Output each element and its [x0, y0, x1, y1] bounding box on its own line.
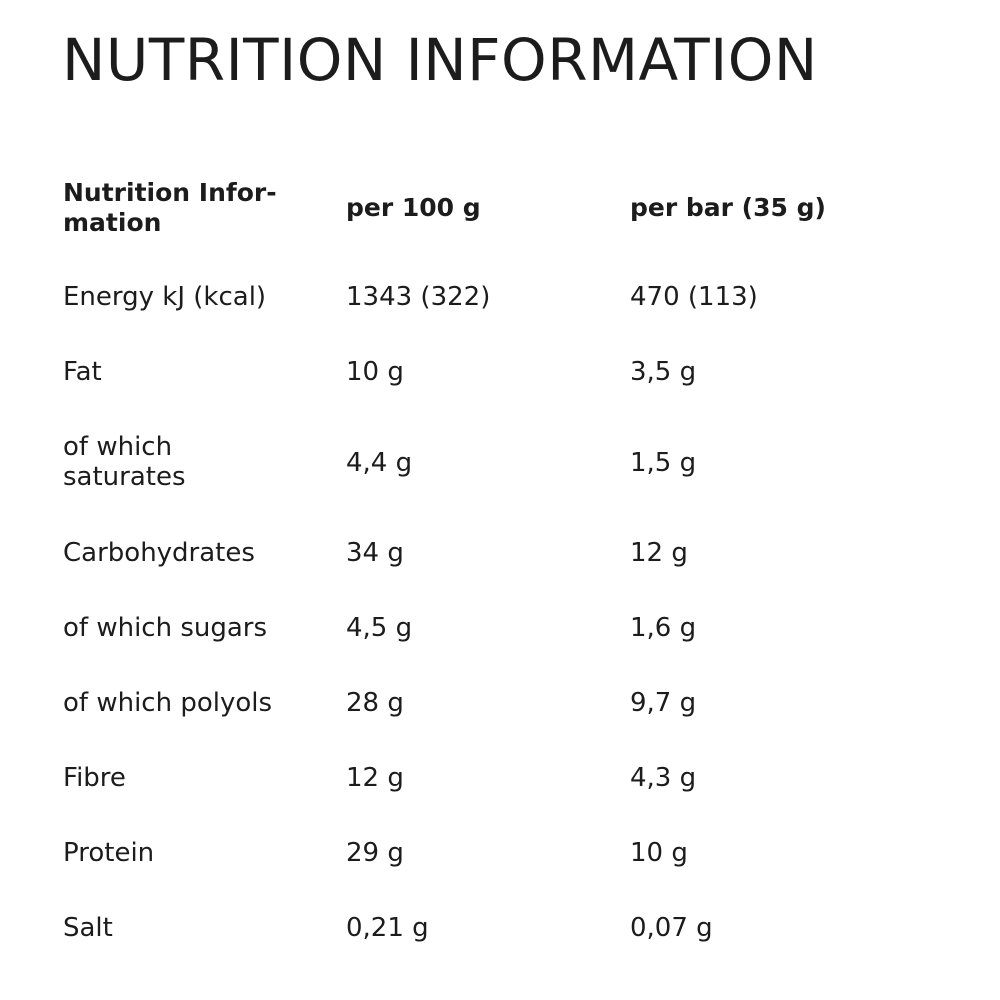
row-value-per-100g: 4,4 g [346, 448, 413, 478]
row-label-protein: Protein [63, 838, 155, 868]
header-nutrient: Nutrition Infor- mation [63, 178, 277, 237]
row-value-per-bar: 1,6 g [630, 613, 697, 643]
row-label-saturates: of which saturates [63, 432, 186, 492]
row-value-per-bar: 9,7 g [630, 688, 697, 718]
row-value-per-100g: 10 g [346, 357, 404, 387]
row-label-energy: Energy kJ (kcal) [63, 282, 267, 312]
row-value-per-100g: 28 g [346, 688, 404, 718]
row-value-per-100g: 29 g [346, 838, 404, 868]
header-per-bar: per bar (35 g) [630, 193, 826, 222]
row-value-per-100g: 1343 (322) [346, 282, 491, 312]
row-value-per-bar: 12 g [630, 538, 688, 568]
row-value-per-100g: 0,21 g [346, 913, 429, 943]
row-value-per-bar: 1,5 g [630, 448, 697, 478]
page-title: NUTRITION INFORMATION [62, 26, 818, 94]
row-value-per-bar: 3,5 g [630, 357, 697, 387]
row-label-polyols: of which polyols [63, 688, 273, 718]
row-value-per-100g: 4,5 g [346, 613, 413, 643]
row-value-per-bar: 0,07 g [630, 913, 713, 943]
row-value-per-100g: 12 g [346, 763, 404, 793]
row-value-per-bar: 4,3 g [630, 763, 697, 793]
row-label-fat: Fat [63, 357, 102, 387]
row-label-fibre: Fibre [63, 763, 126, 793]
row-label-salt: Salt [63, 913, 113, 943]
header-per-100g: per 100 g [346, 193, 481, 222]
row-value-per-bar: 470 (113) [630, 282, 758, 312]
row-value-per-bar: 10 g [630, 838, 688, 868]
row-value-per-100g: 34 g [346, 538, 404, 568]
row-label-carbohydrates: Carbohydrates [63, 538, 255, 568]
row-label-sugars: of which sugars [63, 613, 268, 643]
